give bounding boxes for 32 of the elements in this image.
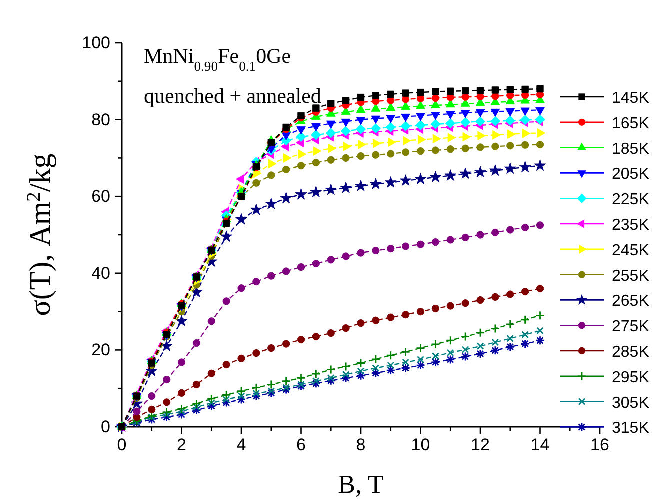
x-tick-label: 10 <box>411 435 430 454</box>
y-tick-label: 0 <box>101 417 110 436</box>
x-tick-label: 8 <box>356 435 366 454</box>
x-tick-label: 0 <box>117 435 127 454</box>
legend-label: 145K <box>612 90 650 107</box>
legend-label: 205K <box>612 166 650 184</box>
legend-label: 315K <box>612 420 650 438</box>
legend-label: 245K <box>612 242 650 260</box>
legend-label: 265K <box>612 293 650 310</box>
y-tick-label: 100 <box>82 33 110 52</box>
y-tick-label: 60 <box>92 187 110 206</box>
y-tick-label: 80 <box>92 110 110 130</box>
legend-label: 275K <box>612 318 650 336</box>
legend-label: 295K <box>612 369 650 386</box>
x-tick-label: 6 <box>296 435 306 454</box>
x-tick-label: 4 <box>236 435 246 454</box>
x-tick-label: 16 <box>590 435 610 454</box>
legend-label: 185K <box>612 140 650 158</box>
legend-label: 225K <box>612 192 650 209</box>
legend-label: 285K <box>612 344 650 361</box>
legend-label: 255K <box>612 268 650 285</box>
x-tick-label: 14 <box>530 435 550 454</box>
x-tick-label: 12 <box>471 435 490 454</box>
x-axis-title: B, T <box>338 470 384 499</box>
y-tick-label: 20 <box>92 340 110 360</box>
legend-label: 165K <box>612 115 650 132</box>
legend-label: 235K <box>612 217 650 234</box>
legend-label: 305K <box>612 394 650 412</box>
y-tick-label: 40 <box>92 264 110 283</box>
chart-title: MnNi$_{0.90}$Fe$_{0.1}$0Ge <box>144 44 292 74</box>
text: quenched + annealed <box>144 84 322 108</box>
x-tick-label: 2 <box>177 435 186 454</box>
